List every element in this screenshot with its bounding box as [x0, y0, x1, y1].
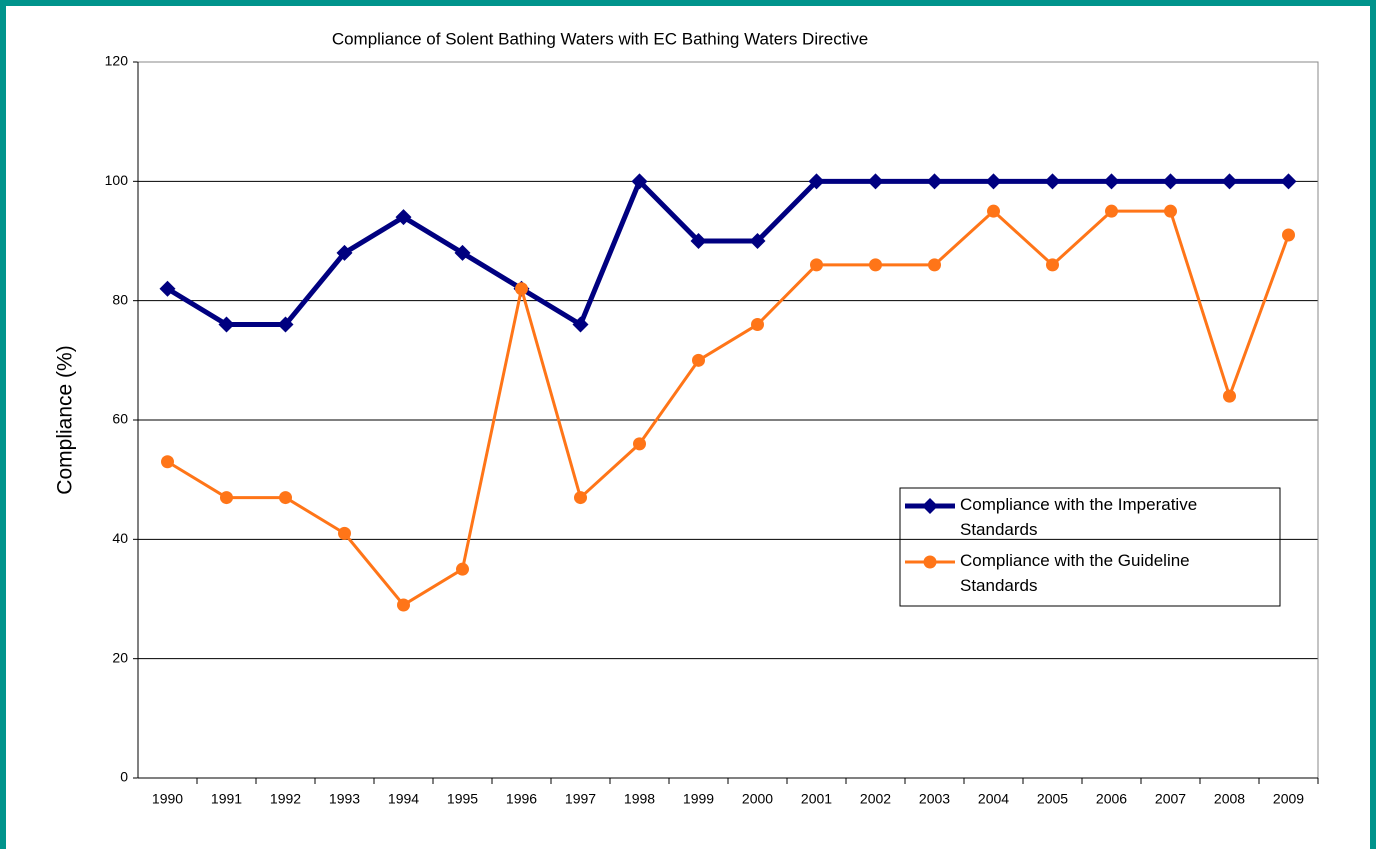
x-tick-label: 2007	[1155, 791, 1186, 807]
series-line	[166, 178, 1289, 328]
legend-swatch-marker	[923, 555, 937, 569]
series-line	[166, 209, 1290, 607]
x-tick-label: 1990	[152, 791, 183, 807]
data-point	[1162, 173, 1179, 190]
x-tick-label: 2004	[978, 791, 1009, 807]
x-tick-label: 1993	[329, 791, 360, 807]
x-tick-label: 1996	[506, 791, 537, 807]
data-point	[1164, 204, 1177, 218]
data-point	[395, 209, 412, 226]
x-tick-label: 2000	[742, 791, 773, 807]
x-tick-label: 2008	[1214, 791, 1245, 807]
data-point	[1046, 258, 1059, 272]
data-point	[161, 455, 174, 469]
y-tick-label: 100	[105, 172, 129, 188]
x-tick-label: 2009	[1273, 791, 1304, 807]
x-tick-label: 1999	[683, 791, 714, 807]
y-tick-label: 40	[112, 530, 128, 546]
legend-label-line: Standards	[960, 520, 1038, 539]
data-point	[985, 173, 1002, 190]
data-point	[1282, 228, 1295, 242]
data-point	[1280, 173, 1297, 190]
data-point	[867, 173, 884, 190]
legend-label-line: Compliance with the Guideline	[960, 551, 1190, 570]
x-tick-label: 1997	[565, 791, 596, 807]
x-tick-label: 1994	[388, 791, 419, 807]
data-point	[633, 437, 646, 451]
data-point	[690, 233, 707, 249]
data-point	[1223, 389, 1236, 403]
y-tick-label: 20	[112, 649, 128, 665]
legend	[899, 487, 1281, 607]
x-tick-label: 1995	[447, 791, 478, 807]
legend-label: Compliance with the Imperative Standards	[960, 495, 1197, 539]
data-point	[159, 280, 176, 297]
data-point	[572, 316, 589, 333]
data-point	[1221, 173, 1238, 190]
chart-title: Compliance of Solent Bathing Waters with…	[332, 29, 868, 48]
data-point	[218, 316, 235, 333]
y-tick-label: 60	[112, 411, 128, 427]
x-tick-label: 1992	[270, 791, 301, 807]
data-point	[456, 562, 469, 576]
data-point	[810, 258, 823, 272]
data-point	[928, 258, 941, 272]
data-point	[279, 491, 292, 505]
data-point	[869, 258, 882, 272]
x-tick-label: 2005	[1037, 791, 1068, 807]
legend-label-line: Compliance with the Imperative	[960, 495, 1197, 514]
x-tick-label: 1998	[624, 791, 655, 807]
data-point	[631, 173, 648, 190]
legend-label: Compliance with the Guideline Standards	[960, 551, 1190, 595]
data-point	[1105, 204, 1118, 218]
data-point	[692, 353, 705, 367]
data-point	[808, 173, 825, 190]
data-point	[749, 233, 766, 249]
data-point	[515, 282, 528, 296]
data-point	[336, 244, 353, 261]
x-tick-label: 1991	[211, 791, 242, 807]
x-tick-label: 2003	[919, 791, 950, 807]
x-tick-label: 2006	[1096, 791, 1127, 807]
data-point	[1103, 173, 1120, 190]
data-point	[220, 491, 233, 505]
data-point	[277, 316, 294, 333]
data-point	[987, 204, 1000, 218]
y-tick-label: 120	[105, 53, 129, 69]
data-point	[397, 598, 410, 612]
data-point	[926, 173, 943, 190]
data-point	[338, 526, 351, 540]
x-tick-label: 2001	[801, 791, 832, 807]
legend-swatch-marker	[922, 498, 938, 514]
data-point	[1044, 173, 1061, 190]
data-point	[454, 244, 471, 261]
legend-label-line: Standards	[960, 576, 1038, 595]
data-point	[574, 491, 587, 505]
data-point	[751, 318, 764, 332]
x-tick-label: 2002	[860, 791, 891, 807]
y-tick-label: 0	[120, 769, 128, 785]
y-tick-label: 80	[112, 291, 128, 307]
y-axis-label: Compliance (%)	[54, 345, 77, 494]
